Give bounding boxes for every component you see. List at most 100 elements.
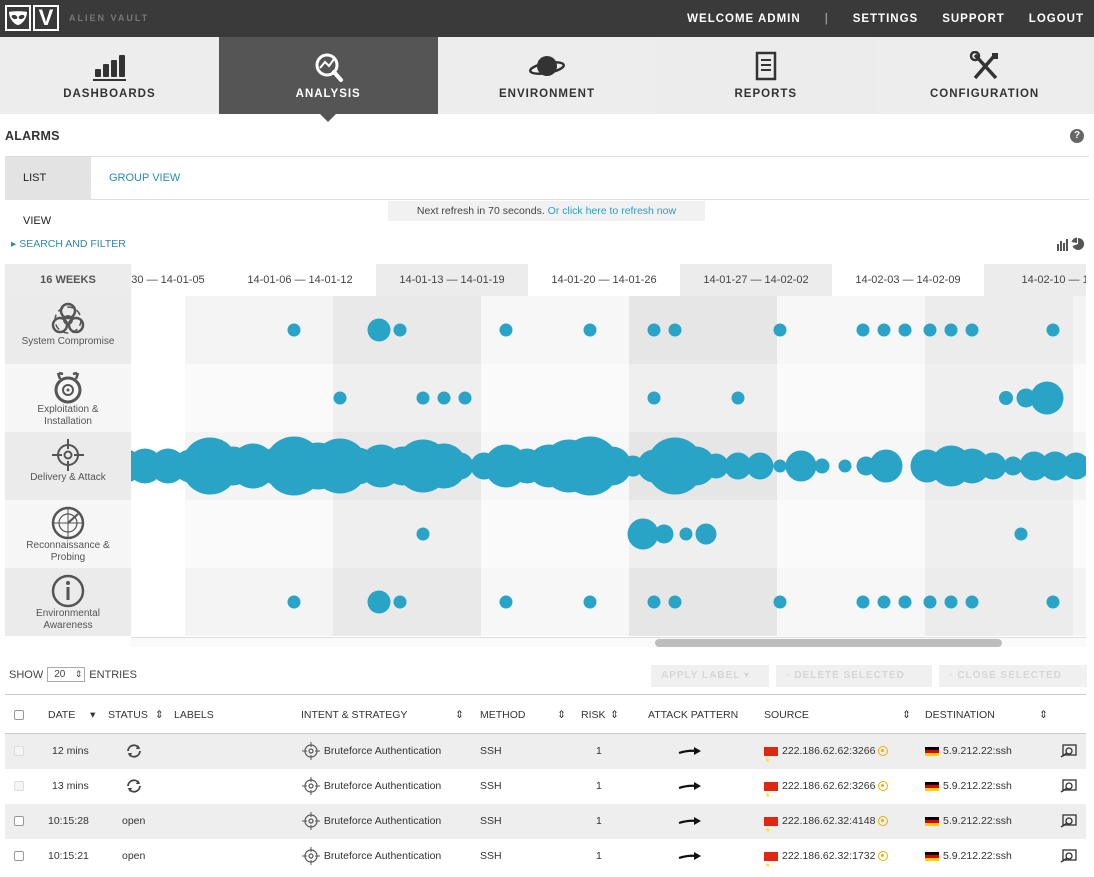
delete-selected-button[interactable]: ▫ DELETE SELECTED — [776, 665, 932, 687]
alarm-bubble[interactable] — [654, 524, 674, 544]
alarm-bubble[interactable] — [773, 595, 787, 609]
week-label[interactable]: 14-01-13 — 14-01-19 — [376, 264, 528, 296]
table-row[interactable]: 13 mins Bruteforce Authentication SSH 1 … — [5, 769, 1086, 814]
alarm-bubble[interactable] — [944, 595, 958, 609]
alarm-bubble[interactable] — [499, 323, 513, 337]
alarm-bubble[interactable] — [1030, 381, 1064, 415]
row-checkbox[interactable] — [14, 769, 24, 804]
alarm-bubble[interactable] — [965, 323, 979, 337]
alarm-bubble[interactable] — [679, 527, 693, 541]
alarm-bubble[interactable] — [287, 323, 301, 337]
alarm-bubble[interactable] — [367, 318, 391, 342]
alarm-bubble[interactable] — [627, 518, 659, 550]
alarm-bubble[interactable] — [877, 595, 891, 609]
week-label[interactable]: 14-02-10 — 14- — [984, 264, 1086, 296]
alarm-bubble[interactable] — [622, 455, 644, 477]
row-checkbox[interactable] — [14, 839, 24, 874]
alarm-bubble[interactable] — [393, 323, 407, 337]
alarm-bubble[interactable] — [773, 323, 787, 337]
alarm-bubble[interactable] — [814, 458, 830, 474]
col-source[interactable]: SOURCE — [764, 709, 809, 721]
select-all-checkbox[interactable] — [14, 695, 24, 735]
col-status[interactable]: STATUS ⇕ — [108, 695, 164, 735]
row-checkbox[interactable] — [14, 804, 24, 839]
table-row[interactable]: 10:15:21 open Bruteforce Authentication … — [5, 839, 1086, 877]
support-link[interactable]: SUPPORT — [942, 12, 1005, 25]
alarm-bubble[interactable] — [647, 323, 661, 337]
sort-icon[interactable]: ⇕ — [455, 709, 464, 721]
view-details-icon[interactable] — [1060, 804, 1078, 839]
alarm-bubble[interactable] — [695, 523, 717, 545]
alarm-bubble[interactable] — [583, 323, 597, 337]
search-and-filter-toggle[interactable]: ▸ SEARCH AND FILTER — [11, 238, 126, 250]
alarm-bubble[interactable] — [1062, 452, 1087, 480]
alarm-bubble[interactable] — [979, 452, 1007, 480]
entries-select[interactable]: 20 — [47, 667, 86, 682]
alarm-bubble[interactable] — [367, 590, 391, 614]
sort-icon[interactable]: ⇕ — [557, 709, 566, 721]
alarm-bubble[interactable] — [1014, 527, 1028, 541]
alarm-bubble[interactable] — [724, 452, 752, 480]
nav-tab-configuration[interactable]: CONFIGURATION — [875, 37, 1094, 114]
refresh-link[interactable]: Or click here to refresh now — [547, 205, 677, 217]
alarm-bubble[interactable] — [703, 453, 729, 479]
week-label[interactable]: 14-01-27 — 14-02-02 — [680, 264, 832, 296]
col-method[interactable]: METHOD — [480, 709, 526, 721]
alarm-bubble[interactable] — [647, 391, 661, 405]
cell-source[interactable]: 222.186.62.62:3266 — [764, 734, 889, 779]
week-label[interactable]: 14-01-06 — 14-01-12 — [247, 274, 353, 286]
cell-source[interactable]: 222.186.62.62:3266 — [764, 769, 889, 814]
view-details-icon[interactable] — [1060, 734, 1078, 769]
alarm-bubble[interactable] — [592, 446, 632, 486]
alarm-bubble[interactable] — [869, 449, 903, 483]
cell-destination[interactable]: 5.9.212.22:ssh — [925, 839, 1012, 874]
col-risk[interactable]: RISK — [581, 709, 606, 721]
alarm-bubble[interactable] — [965, 595, 979, 609]
nav-tab-reports[interactable]: REPORTS — [656, 37, 876, 114]
alarm-bubble[interactable] — [393, 595, 407, 609]
nav-tab-analysis[interactable]: ANALYSIS — [218, 37, 438, 122]
alarm-bubble[interactable] — [583, 595, 597, 609]
alarm-bubble[interactable] — [333, 391, 347, 405]
cell-destination[interactable]: 5.9.212.22:ssh — [925, 734, 1012, 769]
chart-type-icon[interactable] — [1056, 237, 1086, 251]
table-row[interactable]: 10:15:28 open Bruteforce Authentication … — [5, 804, 1086, 849]
logo[interactable]: V ALIEN VAULT — [5, 5, 149, 31]
close-selected-button[interactable]: ▫ CLOSE SELECTED — [939, 665, 1087, 687]
alarm-bubble[interactable] — [746, 452, 774, 480]
alarm-bubble[interactable] — [416, 391, 430, 405]
alarm-bubble[interactable] — [1016, 388, 1036, 408]
apply-label-button[interactable]: APPLY LABEL ▾ — [651, 665, 769, 687]
row-checkbox[interactable] — [14, 734, 24, 769]
view-details-icon[interactable] — [1060, 769, 1078, 804]
alarm-bubble[interactable] — [785, 450, 817, 482]
table-row[interactable]: 12 mins Bruteforce Authentication SSH 1 … — [5, 734, 1086, 779]
cell-destination[interactable]: 5.9.212.22:ssh — [925, 804, 1012, 839]
alarm-bubble[interactable] — [773, 459, 787, 473]
alarm-bubble[interactable] — [954, 448, 990, 484]
tab-group-view[interactable]: GROUP VIEW — [109, 172, 181, 184]
range-label[interactable]: 16 WEEKS — [5, 264, 131, 296]
nav-tab-environment[interactable]: ENVIRONMENT — [437, 37, 657, 114]
alarm-bubble[interactable] — [446, 452, 474, 480]
alarm-bubble[interactable] — [437, 391, 451, 405]
sort-icon[interactable]: ⇕ — [902, 709, 911, 721]
week-label[interactable]: 14-02-03 — 14-02-09 — [855, 274, 961, 286]
alarm-bubble[interactable] — [898, 595, 912, 609]
sort-icon[interactable]: ⇕ — [1039, 709, 1048, 721]
alarm-bubble[interactable] — [856, 595, 870, 609]
nav-tab-dashboards[interactable]: DASHBOARDS — [0, 37, 219, 114]
alarm-bubble[interactable] — [1046, 323, 1060, 337]
alarm-bubble[interactable] — [898, 323, 912, 337]
week-label[interactable]: 30 — 14-01-05 — [131, 274, 205, 286]
help-icon[interactable]: ? — [1070, 129, 1084, 143]
col-date[interactable]: DATE ▾ — [48, 695, 95, 735]
alarm-bubble[interactable] — [731, 391, 745, 405]
alarm-bubble[interactable] — [999, 391, 1013, 405]
alarm-bubble[interactable] — [499, 595, 513, 609]
alarm-bubble[interactable] — [944, 323, 958, 337]
alarm-bubble[interactable] — [668, 595, 682, 609]
cell-destination[interactable]: 5.9.212.22:ssh — [925, 769, 1012, 804]
scrollbar-thumb[interactable] — [655, 639, 1002, 647]
alarm-bubble[interactable] — [1019, 451, 1049, 481]
